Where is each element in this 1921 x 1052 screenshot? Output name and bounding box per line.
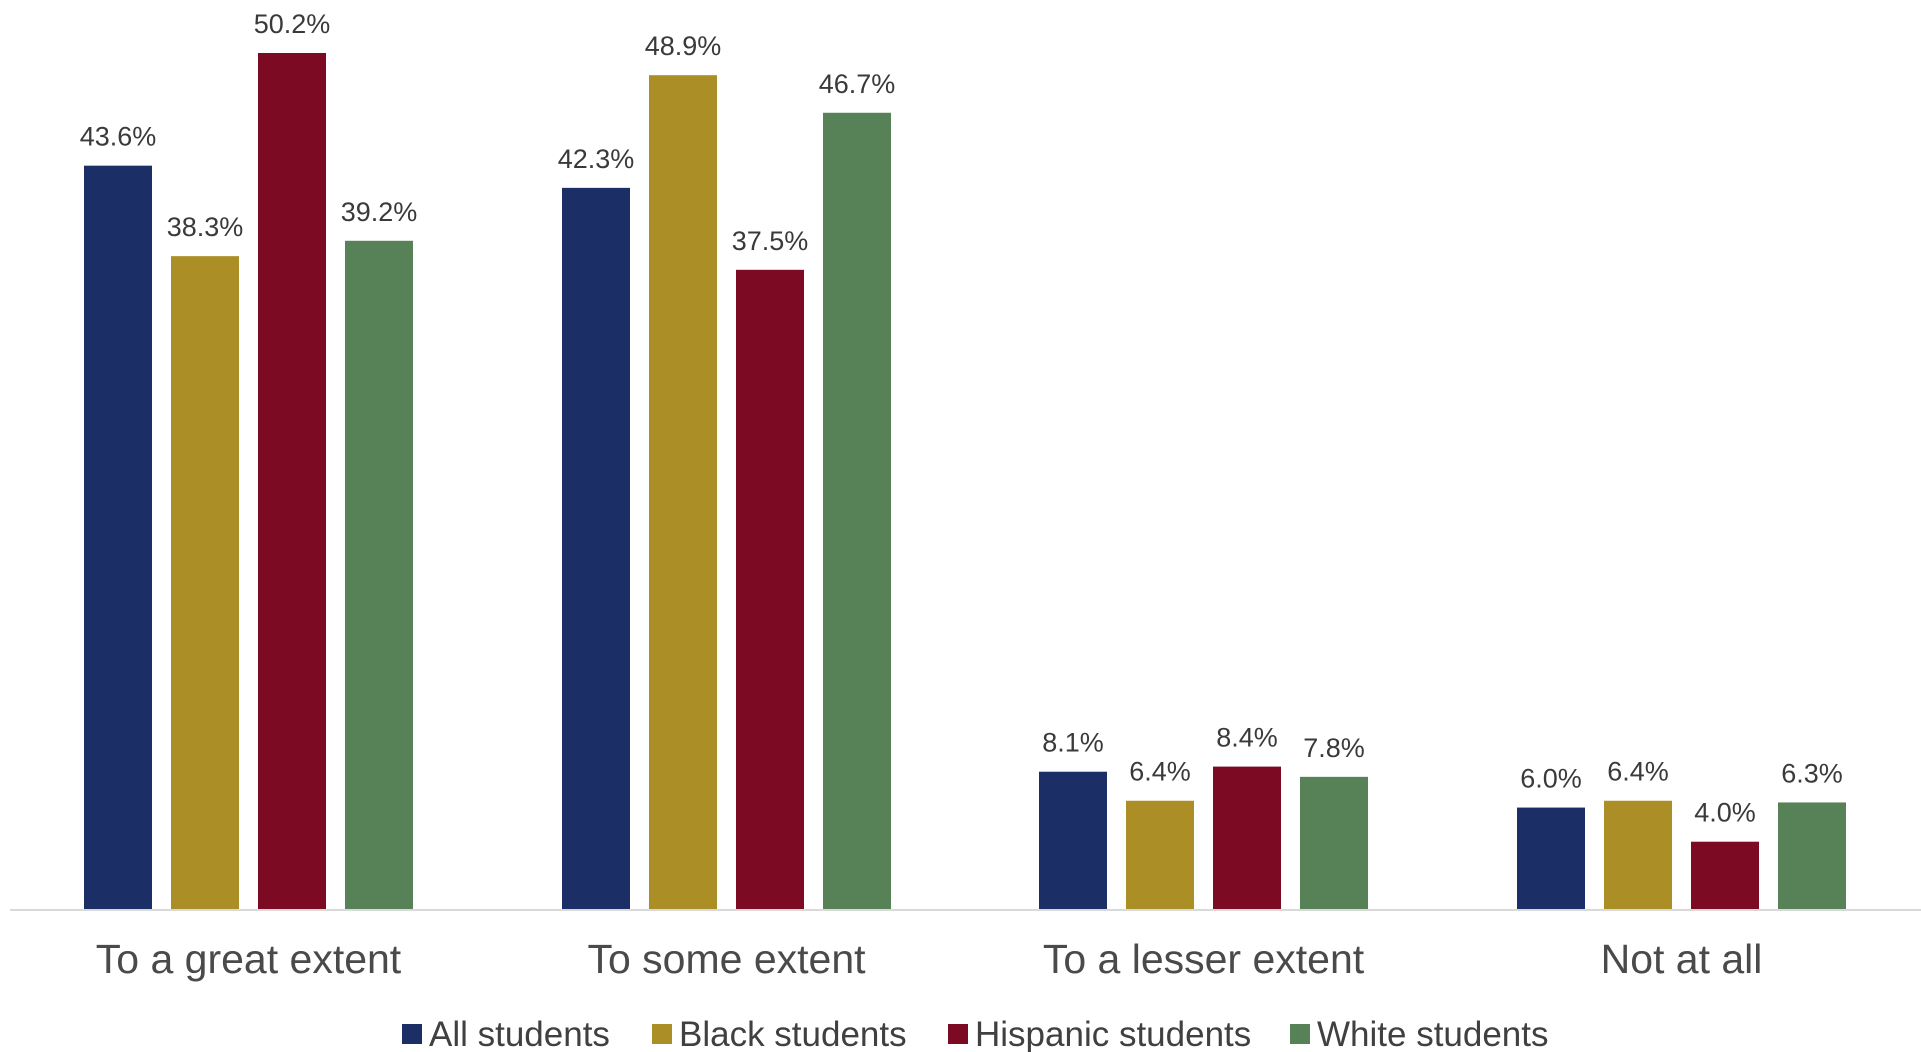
legend-label-all-students: All students [429,1015,610,1052]
value-labels-layer: 43.6% 38.3% 50.2% 39.2% 42.3% 48.9% 37.5% 46.7%… [80,9,1843,828]
category-label-to-a-lesser-extent: To a lesser extent [1043,936,1365,982]
legend-swatch-all-students [402,1024,422,1044]
value-label-to-a-lesser-extent-white-students: 7.8% [1303,733,1365,763]
legend-swatch-hispanic-students [948,1024,968,1044]
value-label-not-at-all-hispanic-students: 4.0% [1694,798,1756,828]
legend-label-hispanic-students: Hispanic students [975,1015,1251,1052]
value-label-not-at-all-all-students: 6.0% [1520,764,1582,794]
legend-item-white-students: White students [1290,1015,1549,1052]
value-label-to-some-extent-all-students: 42.3% [558,144,635,174]
bar-not-at-all-white-students [1778,802,1846,910]
value-label-not-at-all-black-students: 6.4% [1607,757,1669,787]
value-label-to-a-great-extent-all-students: 43.6% [80,122,157,152]
value-label-to-a-great-extent-hispanic-students: 50.2% [254,9,331,39]
value-label-to-some-extent-hispanic-students: 37.5% [732,226,809,256]
bar-to-a-lesser-extent-white-students [1300,776,1368,910]
bar-to-a-great-extent-all-students [84,165,152,910]
value-label-to-a-lesser-extent-all-students: 8.1% [1042,728,1104,758]
bar-to-some-extent-hispanic-students [736,269,804,910]
legend-item-all-students: All students [402,1015,610,1052]
legend-swatch-white-students [1290,1024,1310,1044]
value-label-to-a-great-extent-black-students: 38.3% [167,212,244,242]
bar-to-some-extent-all-students [562,187,630,911]
bar-to-a-lesser-extent-black-students [1126,800,1194,910]
legend-label-white-students: White students [1317,1015,1549,1052]
value-label-to-a-lesser-extent-black-students: 6.4% [1129,757,1191,787]
bar-to-a-great-extent-black-students [171,256,239,910]
legend-item-black-students: Black students [652,1015,907,1052]
bar-to-some-extent-white-students [823,112,891,911]
legend-label-black-students: Black students [679,1015,907,1052]
bar-to-some-extent-black-students [649,75,717,910]
category-label-to-some-extent: To some extent [587,936,866,982]
value-label-to-a-lesser-extent-hispanic-students: 8.4% [1216,723,1278,753]
bar-not-at-all-all-students [1517,807,1585,910]
value-label-not-at-all-white-students: 6.3% [1781,758,1843,788]
category-label-not-at-all: Not at all [1601,936,1763,982]
category-label-to-a-great-extent: To a great extent [96,936,402,982]
bar-to-a-great-extent-white-students [345,240,413,911]
legend-swatch-black-students [652,1024,672,1044]
bar-to-a-lesser-extent-hispanic-students [1213,766,1281,910]
value-label-to-a-great-extent-white-students: 39.2% [341,197,418,227]
bar-not-at-all-hispanic-students [1691,841,1759,910]
bar-not-at-all-black-students [1604,800,1672,910]
value-label-to-some-extent-white-students: 46.7% [819,69,896,99]
bar-to-a-great-extent-hispanic-students [258,53,326,910]
legend: All students Black students Hispanic stude… [402,1015,1549,1052]
legend-item-hispanic-students: Hispanic students [948,1015,1251,1052]
bar-to-a-lesser-extent-all-students [1039,771,1107,910]
value-label-to-some-extent-black-students: 48.9% [645,31,722,61]
category-labels-layer: To a great extent To some extent To a less… [96,936,1763,982]
bars-layer [84,53,1846,911]
